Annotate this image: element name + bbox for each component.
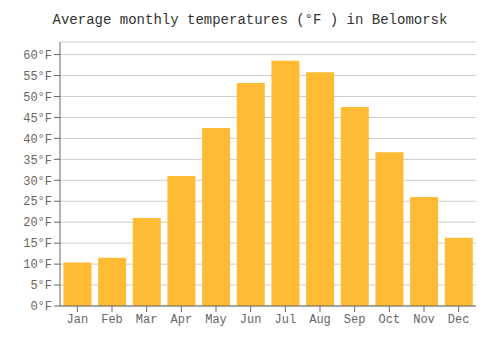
svg-text:35°F: 35°F xyxy=(23,154,52,168)
svg-text:Apr: Apr xyxy=(171,313,193,327)
svg-text:5°F: 5°F xyxy=(30,279,52,293)
svg-text:Mar: Mar xyxy=(136,313,158,327)
svg-text:30°F: 30°F xyxy=(23,175,52,189)
svg-text:Dec: Dec xyxy=(448,313,470,327)
svg-text:Nov: Nov xyxy=(413,313,435,327)
svg-text:20°F: 20°F xyxy=(23,216,52,230)
svg-text:Oct: Oct xyxy=(379,313,401,327)
svg-text:Jan: Jan xyxy=(67,313,89,327)
svg-text:10°F: 10°F xyxy=(23,258,52,272)
svg-text:Sep: Sep xyxy=(344,313,366,327)
svg-text:45°F: 45°F xyxy=(23,112,52,126)
svg-text:15°F: 15°F xyxy=(23,237,52,251)
svg-text:Jul: Jul xyxy=(275,313,297,327)
svg-text:50°F: 50°F xyxy=(23,91,52,105)
svg-text:Feb: Feb xyxy=(101,313,123,327)
html-text:Average monthly temperatures (: Average monthly temperatures (°F ) in Be… xyxy=(52,12,448,28)
svg-text:60°F: 60°F xyxy=(23,49,52,63)
svg-text:Aug: Aug xyxy=(309,313,331,327)
svg-text:Jun: Jun xyxy=(240,313,262,327)
svg-text:55°F: 55°F xyxy=(23,70,52,84)
svg-text:May: May xyxy=(205,313,227,327)
svg-text:40°F: 40°F xyxy=(23,133,52,147)
svg-text:0°F: 0°F xyxy=(30,300,52,314)
svg-text:25°F: 25°F xyxy=(23,195,52,209)
